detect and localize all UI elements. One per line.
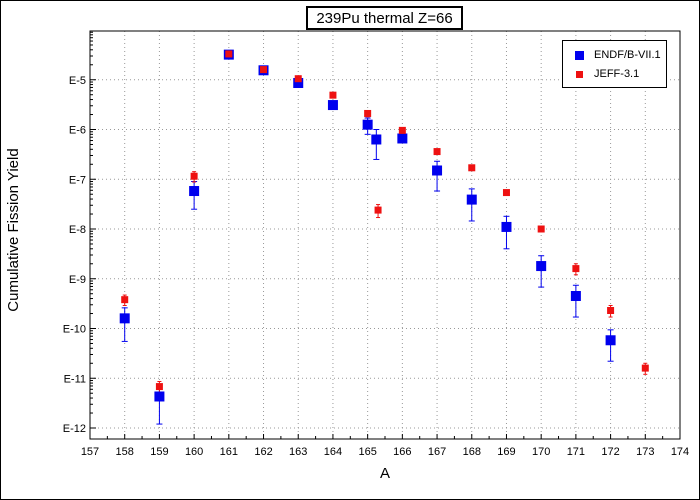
y-tick-label: E-6	[69, 125, 86, 137]
y-tick-label: E-11	[64, 373, 86, 385]
data-point-jeff	[607, 307, 615, 315]
x-tick-label: 158	[116, 446, 134, 458]
legend: ENDF/B-VII.1 JEFF-3.1	[562, 40, 667, 88]
x-tick-label: 172	[601, 446, 619, 458]
data-point-jeff	[433, 148, 441, 156]
data-point-endf	[371, 134, 382, 145]
data-point-endf	[605, 335, 616, 346]
x-tick-label: 161	[220, 446, 238, 458]
data-point-jeff	[294, 75, 302, 83]
data-point-jeff	[398, 126, 406, 134]
x-tick-label: 157	[81, 446, 99, 458]
data-point-jeff	[260, 66, 268, 74]
x-tick-label: 159	[150, 446, 168, 458]
data-point-jeff	[329, 91, 337, 99]
x-tick-label: 162	[254, 446, 272, 458]
data-markers	[119, 49, 649, 402]
y-tick-label: E-8	[69, 224, 86, 236]
grid	[90, 31, 680, 439]
data-point-endf	[293, 78, 304, 89]
data-point-jeff	[374, 206, 382, 214]
data-point-endf	[536, 261, 547, 272]
chart-title: 239Pu thermal Z=66	[306, 6, 463, 30]
x-tick-label: 171	[567, 446, 585, 458]
y-tick-label: E-9	[69, 274, 86, 286]
y-axis-ticks: E-12 E-11 E-10 E-9 E-8 E-7 E-6 E-5	[63, 31, 96, 435]
x-tick-label: 164	[324, 446, 342, 458]
data-point-endf	[154, 391, 165, 402]
legend-label-jeff: JEFF-3.1	[594, 68, 640, 80]
data-point-jeff	[225, 50, 233, 58]
data-point-jeff	[364, 109, 372, 117]
legend-item-jeff: JEFF-3.1	[575, 68, 639, 80]
x-tick-label: 168	[463, 446, 481, 458]
data-point-endf	[501, 221, 512, 232]
data-point-jeff	[537, 225, 545, 233]
data-point-endf	[189, 186, 200, 197]
data-point-jeff	[468, 164, 476, 172]
x-tick-label: 169	[497, 446, 515, 458]
x-tick-label: 173	[636, 446, 654, 458]
data-point-jeff	[502, 189, 510, 197]
legend-item-endf: ENDF/B-VII.1	[575, 49, 661, 61]
plot-area	[90, 31, 680, 439]
legend-marker-jeff	[576, 70, 583, 78]
data-point-endf	[466, 194, 477, 205]
chart-title-text: 239Pu thermal Z=66	[316, 9, 453, 27]
x-tick-label: 165	[358, 446, 376, 458]
x-tick-label: 163	[289, 446, 307, 458]
data-point-jeff	[121, 296, 129, 304]
y-tick-label: E-5	[69, 75, 86, 87]
y-tick-label: E-10	[63, 324, 86, 336]
y-tick-label: E-7	[69, 174, 86, 186]
x-tick-label: 160	[185, 446, 203, 458]
data-point-endf	[362, 119, 373, 130]
x-tick-label: 166	[393, 446, 411, 458]
data-point-endf	[327, 100, 338, 111]
data-point-jeff	[155, 383, 163, 391]
data-point-jeff	[641, 364, 649, 372]
data-point-jeff	[572, 265, 580, 273]
legend-marker-endf	[575, 50, 584, 60]
x-axis-label: A	[380, 465, 390, 482]
x-axis-ticks: 157 158 159 160 161 162 163 164 165 166 167 168 169 1…	[81, 434, 689, 458]
y-tick-label: E-12	[63, 423, 86, 435]
data-point-endf	[432, 165, 443, 176]
legend-label-endf: ENDF/B-VII.1	[594, 49, 661, 61]
data-point-endf	[119, 313, 130, 324]
y-axis-label: Cumulative Fission Yield	[5, 148, 22, 311]
x-tick-label: 167	[428, 446, 446, 458]
x-tick-label: 174	[671, 446, 689, 458]
data-point-jeff	[190, 172, 198, 180]
data-point-endf	[570, 291, 581, 302]
data-point-endf	[397, 133, 408, 144]
x-tick-label: 170	[532, 446, 550, 458]
